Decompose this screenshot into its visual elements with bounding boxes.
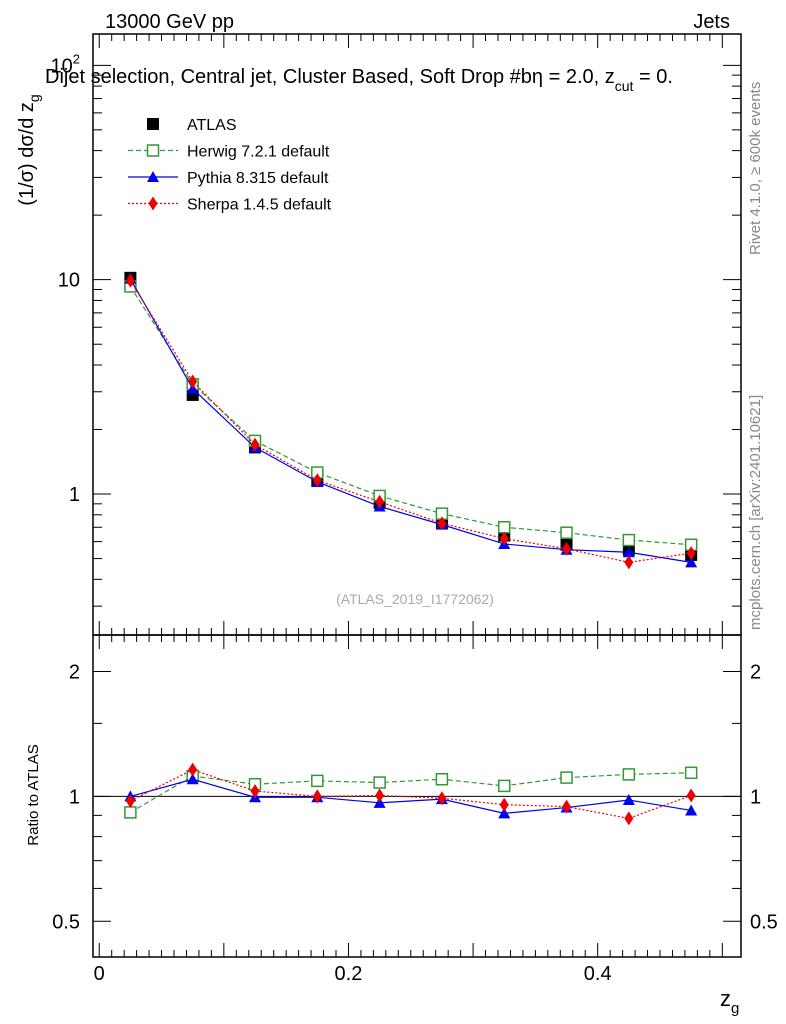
data-point (124, 806, 137, 819)
data-point (562, 799, 572, 814)
analysis-reference: (ATLAS_2019_I1772062) (336, 591, 494, 607)
ratio-axis-ticks (93, 635, 741, 957)
data-point (147, 171, 159, 182)
y-tick-label-right: 2 (750, 662, 761, 684)
data-point (622, 546, 635, 558)
data-point (312, 473, 322, 488)
data-point (624, 555, 634, 570)
data-point (125, 793, 135, 808)
legend-label: ATLAS (187, 117, 237, 134)
data-point (435, 772, 449, 786)
data-point (147, 118, 159, 130)
ratio-series-group (124, 762, 698, 826)
selection-title: Dijet selection, Central jet, Cluster Ba… (45, 66, 673, 94)
data-point (497, 520, 511, 534)
legend-label: Herwig 7.2.1 default (187, 144, 330, 161)
y-tick-label-right: 0.5 (750, 911, 778, 933)
legend-label: Pythia 8.315 default (187, 170, 329, 187)
ratio-y-axis-title: Ratio to ATLAS (25, 744, 42, 845)
energy-label: 13000 GeV pp (105, 11, 234, 33)
x-tick-labels: 0 0.2 0.4 (94, 963, 612, 985)
main-y-tick-labels: 1 10 102 (51, 51, 80, 506)
data-point (125, 273, 135, 288)
data-point (560, 526, 573, 539)
data-point (560, 771, 573, 784)
data-point (186, 773, 199, 785)
series-line (129, 286, 692, 546)
data-point (250, 784, 260, 799)
main-y-axis-title: (1/σ) dσ/d zg (16, 94, 42, 205)
data-point (685, 556, 698, 568)
mcplots-reference-label: mcplots.cern.ch [arXiv:2401.10621] (747, 395, 764, 630)
ratio-y-tick-labels: 0.5 0.5 1 1 2 2 (52, 662, 778, 934)
rivet-version-label: Rivet 4.1.0, ≥ 600k events (747, 82, 764, 255)
series-line (129, 278, 692, 563)
series-line (130, 772, 692, 813)
data-point (375, 494, 385, 509)
main-series-group (124, 271, 698, 570)
y-tick-label: 10 (58, 270, 80, 292)
data-point (312, 789, 322, 804)
data-point (373, 776, 386, 789)
data-point (498, 807, 511, 819)
data-point (685, 804, 698, 816)
x-axis-title: zg (720, 986, 739, 1017)
series-line (130, 778, 692, 814)
data-point (686, 546, 696, 561)
main-axis-ticks (93, 34, 741, 635)
series-line (129, 280, 692, 563)
process-label: Jets (693, 11, 730, 33)
data-point (684, 766, 698, 780)
y-tick-label: 1 (69, 786, 80, 808)
data-point (497, 779, 511, 793)
x-tick-label: 0 (94, 963, 105, 985)
x-tick-label: 0.4 (584, 963, 612, 985)
legend: ATLAS Herwig 7.2.1 default Pythia 8.315 de… (128, 117, 332, 214)
data-point (622, 533, 636, 547)
y-tick-label: 102 (51, 51, 80, 77)
data-point (437, 516, 447, 531)
data-point (437, 791, 447, 806)
data-point (146, 144, 160, 157)
y-tick-label: 2 (69, 662, 80, 684)
y-tick-label: 1 (69, 484, 80, 506)
series-line (130, 769, 692, 820)
data-point (250, 437, 260, 452)
legend-label: Sherpa 1.4.5 default (187, 197, 332, 214)
data-point (624, 811, 634, 826)
data-point (686, 788, 696, 803)
y-tick-label: 0.5 (52, 911, 80, 933)
data-point (148, 196, 158, 211)
data-point (188, 762, 198, 777)
data-point (311, 774, 324, 788)
data-point (375, 788, 385, 803)
data-point (622, 768, 636, 781)
x-tick-label: 0.2 (335, 963, 363, 985)
data-point (562, 541, 572, 556)
data-point (188, 374, 198, 389)
data-point (499, 531, 509, 546)
data-point (499, 797, 509, 812)
data-point (622, 794, 635, 806)
y-tick-label-right: 1 (750, 786, 761, 808)
